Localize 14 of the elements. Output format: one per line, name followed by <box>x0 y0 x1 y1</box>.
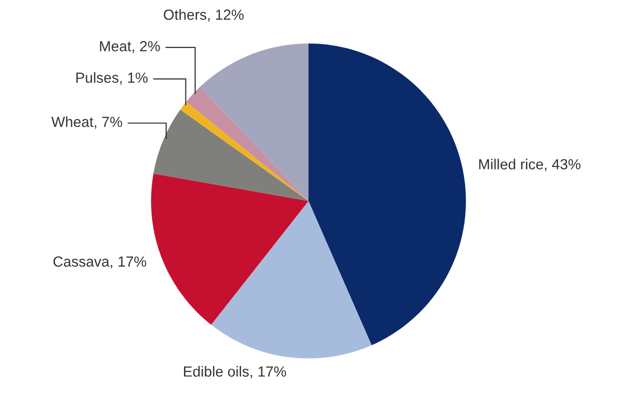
slice-label: Milled rice, 43% <box>479 158 580 172</box>
pie-slice <box>186 87 308 201</box>
slice-label: Meat, 2% <box>100 41 160 54</box>
pie-slice <box>180 102 308 201</box>
pie-slice <box>200 44 308 201</box>
slice-label: Pulses, 1% <box>76 72 148 85</box>
pie-slice <box>211 200 372 358</box>
pie-slice <box>153 110 308 201</box>
slice-label: Cassava, 17% <box>53 256 146 268</box>
pie-slice <box>308 44 466 346</box>
slice-label: Edible oils, 17% <box>184 366 286 378</box>
slice-label: Wheat, 7% <box>51 116 122 129</box>
pie-slice <box>151 174 308 325</box>
slice-label: Others, 12% <box>164 9 244 22</box>
